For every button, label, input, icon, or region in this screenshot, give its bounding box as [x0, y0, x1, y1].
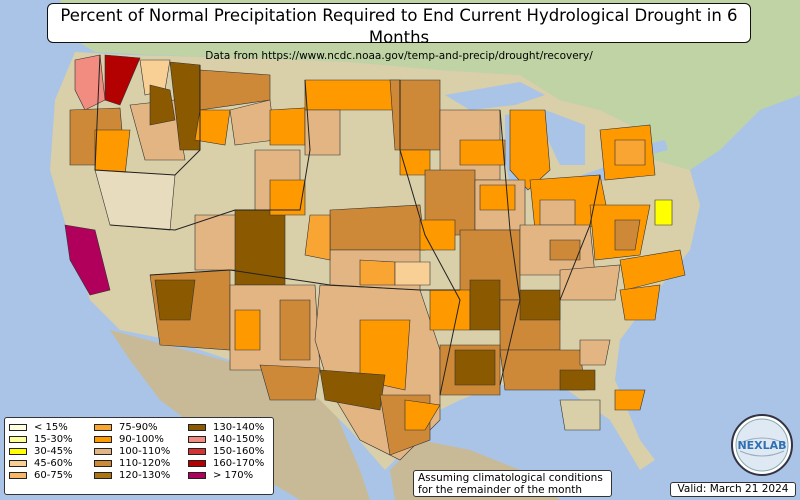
title-box: Percent of Normal Precipitation Required…: [47, 3, 751, 62]
legend-item: 120-130%: [94, 470, 170, 482]
legend-item: 140-150%: [188, 433, 264, 445]
legend-label: 15-30%: [34, 433, 73, 445]
legend-item: 150-160%: [188, 445, 264, 457]
map-subtitle: Data from https://www.ncdc.noaa.gov/temp…: [205, 50, 593, 62]
assumption-note: Assuming climatological conditions for t…: [413, 470, 612, 497]
legend-item: 60-75%: [9, 470, 73, 482]
legend-label: 90-100%: [119, 433, 164, 445]
legend-label: 140-150%: [213, 433, 265, 445]
legend-swatch: [94, 423, 112, 431]
legend-swatch: [9, 435, 27, 443]
drought-regions: [64, 54, 686, 461]
legend-swatch: [9, 423, 27, 431]
legend-item: 75-90%: [94, 421, 170, 433]
legend-swatch: [9, 472, 27, 480]
state-boundaries: [94, 54, 601, 396]
lake-superior: [445, 82, 545, 110]
legend-item: 110-120%: [94, 458, 170, 470]
legend-label: < 15%: [34, 421, 68, 433]
map-title: Percent of Normal Precipitation Required…: [60, 6, 738, 47]
legend-label: 120-130%: [119, 470, 171, 482]
logo-text: NEXLAB: [737, 439, 786, 452]
legend-label: 150-160%: [213, 445, 265, 457]
legend-column-2: 75-90% 90-100% 100-110% 110-120% 120-130…: [94, 421, 170, 482]
legend-swatch: [188, 447, 206, 455]
legend-column-3: 130-140% 140-150% 150-160% 160-170% > 17…: [188, 421, 264, 482]
legend-swatch: [94, 435, 112, 443]
valid-date: Valid: March 21 2024: [670, 482, 796, 497]
legend-swatch: [94, 447, 112, 455]
legend-label: 45-60%: [34, 458, 73, 470]
lake-huron: [545, 110, 585, 165]
legend-item: > 170%: [188, 470, 264, 482]
legend-swatch: [188, 435, 206, 443]
legend-swatch: [9, 460, 27, 468]
legend-label: 110-120%: [119, 458, 171, 470]
legend-column-1: < 15% 15-30% 30-45% 45-60% 60-75%: [9, 421, 73, 482]
legend-item: 15-30%: [9, 433, 73, 445]
legend: < 15% 15-30% 30-45% 45-60% 60-75% 75-90%…: [4, 417, 274, 495]
legend-item: < 15%: [9, 421, 73, 433]
legend-swatch: [94, 460, 112, 468]
legend-swatch: [188, 472, 206, 480]
legend-swatch: [188, 423, 206, 431]
legend-item: 160-170%: [188, 458, 264, 470]
legend-swatch: [188, 460, 206, 468]
legend-label: 160-170%: [213, 458, 265, 470]
legend-item: 30-45%: [9, 445, 73, 457]
legend-item: 45-60%: [9, 458, 73, 470]
legend-item: 90-100%: [94, 433, 170, 445]
legend-item: 130-140%: [188, 421, 264, 433]
legend-item: 100-110%: [94, 445, 170, 457]
legend-label: 30-45%: [34, 445, 73, 457]
legend-swatch: [94, 472, 112, 480]
legend-label: 130-140%: [213, 421, 265, 433]
legend-label: 100-110%: [119, 445, 171, 457]
legend-label: 75-90%: [119, 421, 158, 433]
legend-label: 60-75%: [34, 470, 73, 482]
nexlab-logo: NEXLAB: [731, 414, 793, 476]
legend-label: > 170%: [213, 470, 254, 482]
legend-swatch: [9, 447, 27, 455]
